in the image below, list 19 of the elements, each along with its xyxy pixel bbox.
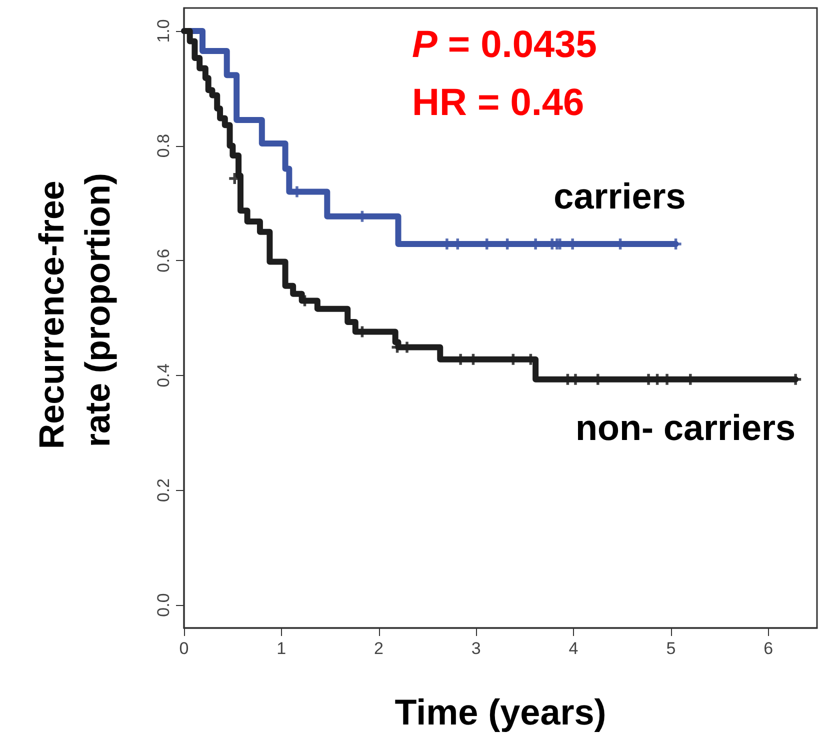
x-axis-title: Time (years) bbox=[394, 692, 606, 732]
y-tick-label: 0.2 bbox=[154, 478, 173, 502]
series-label: carriers bbox=[554, 175, 686, 216]
y-tick-label: 1.0 bbox=[154, 19, 173, 43]
x-tick-label: 0 bbox=[179, 639, 189, 658]
series-label: non- carriers bbox=[575, 406, 796, 448]
y-tick-label: 0.8 bbox=[154, 134, 173, 158]
x-tick-label: 1 bbox=[276, 639, 286, 658]
y-tick-label: 0.4 bbox=[154, 364, 173, 388]
y-tick-label: 0.6 bbox=[154, 248, 173, 272]
x-tick-label: 5 bbox=[666, 639, 676, 658]
x-tick-label: 4 bbox=[568, 639, 578, 658]
x-tick-label: 2 bbox=[374, 639, 384, 658]
y-axis-title: Recurrence-free rate (proportion) bbox=[32, 170, 118, 450]
x-tick-label: 6 bbox=[764, 639, 774, 658]
annotation: HR = 0.46 bbox=[412, 82, 584, 124]
annotation: P = 0.0435 bbox=[412, 24, 597, 66]
x-tick-label: 3 bbox=[471, 639, 481, 658]
y-tick-label: 0.0 bbox=[154, 593, 173, 617]
